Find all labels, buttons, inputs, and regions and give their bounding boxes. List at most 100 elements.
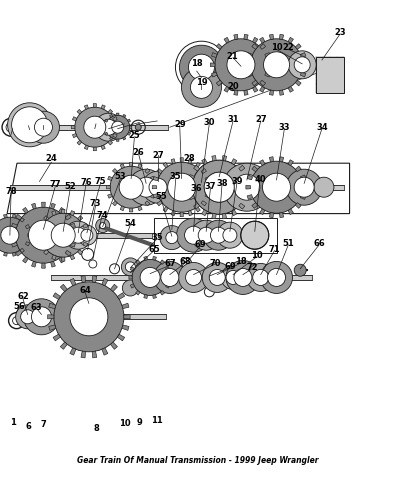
- Polygon shape: [244, 175, 250, 180]
- Polygon shape: [70, 211, 75, 216]
- Polygon shape: [102, 278, 108, 286]
- Text: 30: 30: [203, 118, 215, 127]
- Text: 40: 40: [254, 175, 266, 183]
- Text: 31: 31: [227, 116, 239, 124]
- Text: 27: 27: [152, 152, 164, 160]
- Circle shape: [263, 173, 290, 201]
- Polygon shape: [246, 63, 250, 67]
- Text: 36: 36: [190, 184, 202, 192]
- Text: 69: 69: [224, 262, 236, 271]
- Text: 1: 1: [10, 418, 15, 427]
- Polygon shape: [247, 72, 253, 77]
- Circle shape: [204, 172, 234, 202]
- Polygon shape: [224, 37, 229, 43]
- Circle shape: [95, 113, 122, 141]
- Polygon shape: [157, 168, 162, 174]
- Polygon shape: [123, 137, 126, 140]
- Circle shape: [149, 178, 167, 196]
- Circle shape: [190, 76, 213, 98]
- Polygon shape: [210, 63, 215, 67]
- Polygon shape: [212, 156, 216, 161]
- Text: 20: 20: [227, 82, 239, 91]
- Circle shape: [75, 107, 115, 147]
- Polygon shape: [23, 257, 28, 263]
- Polygon shape: [244, 34, 248, 39]
- Polygon shape: [113, 168, 117, 173]
- Polygon shape: [144, 256, 147, 260]
- Text: 6: 6: [26, 422, 31, 431]
- Polygon shape: [117, 113, 119, 115]
- Circle shape: [226, 270, 240, 285]
- Circle shape: [188, 54, 214, 80]
- Text: 18: 18: [191, 60, 203, 68]
- Polygon shape: [244, 195, 250, 200]
- Text: 35: 35: [170, 172, 182, 181]
- Polygon shape: [120, 164, 124, 168]
- Polygon shape: [92, 351, 97, 358]
- Polygon shape: [106, 185, 110, 189]
- Polygon shape: [288, 160, 293, 166]
- Polygon shape: [269, 34, 274, 39]
- Polygon shape: [194, 165, 199, 171]
- Text: 24: 24: [45, 154, 57, 163]
- Polygon shape: [252, 44, 258, 49]
- Text: 71: 71: [269, 245, 280, 254]
- Circle shape: [179, 263, 209, 292]
- Polygon shape: [124, 315, 130, 319]
- Polygon shape: [135, 260, 140, 264]
- Circle shape: [294, 264, 306, 276]
- Polygon shape: [231, 159, 237, 165]
- Polygon shape: [152, 186, 157, 189]
- Polygon shape: [222, 214, 227, 219]
- Polygon shape: [160, 260, 165, 264]
- Polygon shape: [83, 242, 88, 247]
- Circle shape: [160, 226, 184, 250]
- Polygon shape: [260, 209, 265, 215]
- Polygon shape: [117, 139, 119, 141]
- Polygon shape: [239, 165, 245, 171]
- Circle shape: [132, 259, 168, 295]
- Text: 11: 11: [151, 417, 163, 425]
- Polygon shape: [252, 80, 258, 86]
- Circle shape: [226, 261, 260, 294]
- Circle shape: [223, 228, 237, 242]
- Text: 33: 33: [278, 123, 290, 132]
- Circle shape: [250, 161, 303, 213]
- Circle shape: [157, 162, 207, 212]
- Polygon shape: [189, 175, 194, 180]
- Polygon shape: [130, 284, 135, 288]
- Circle shape: [11, 109, 48, 145]
- Polygon shape: [41, 263, 45, 268]
- Polygon shape: [212, 53, 217, 58]
- Polygon shape: [41, 202, 45, 207]
- Polygon shape: [101, 145, 105, 150]
- Polygon shape: [28, 234, 31, 237]
- Circle shape: [70, 227, 86, 243]
- Polygon shape: [269, 213, 274, 218]
- Polygon shape: [77, 109, 82, 114]
- Polygon shape: [267, 63, 272, 67]
- Polygon shape: [102, 348, 108, 355]
- Polygon shape: [70, 255, 75, 260]
- Polygon shape: [195, 206, 200, 212]
- Polygon shape: [65, 251, 71, 256]
- Polygon shape: [111, 284, 117, 291]
- Circle shape: [260, 262, 293, 293]
- Polygon shape: [279, 90, 284, 96]
- Polygon shape: [163, 206, 168, 212]
- Polygon shape: [4, 214, 7, 218]
- Polygon shape: [145, 201, 150, 206]
- Polygon shape: [61, 209, 65, 213]
- Text: 37: 37: [205, 182, 216, 191]
- Polygon shape: [252, 203, 258, 208]
- Circle shape: [267, 268, 286, 287]
- Polygon shape: [101, 105, 105, 109]
- Polygon shape: [252, 37, 258, 43]
- Circle shape: [217, 222, 243, 248]
- Polygon shape: [128, 119, 131, 122]
- Polygon shape: [247, 194, 253, 199]
- Circle shape: [263, 52, 290, 78]
- Polygon shape: [212, 72, 217, 77]
- Polygon shape: [23, 207, 28, 214]
- Polygon shape: [20, 217, 24, 222]
